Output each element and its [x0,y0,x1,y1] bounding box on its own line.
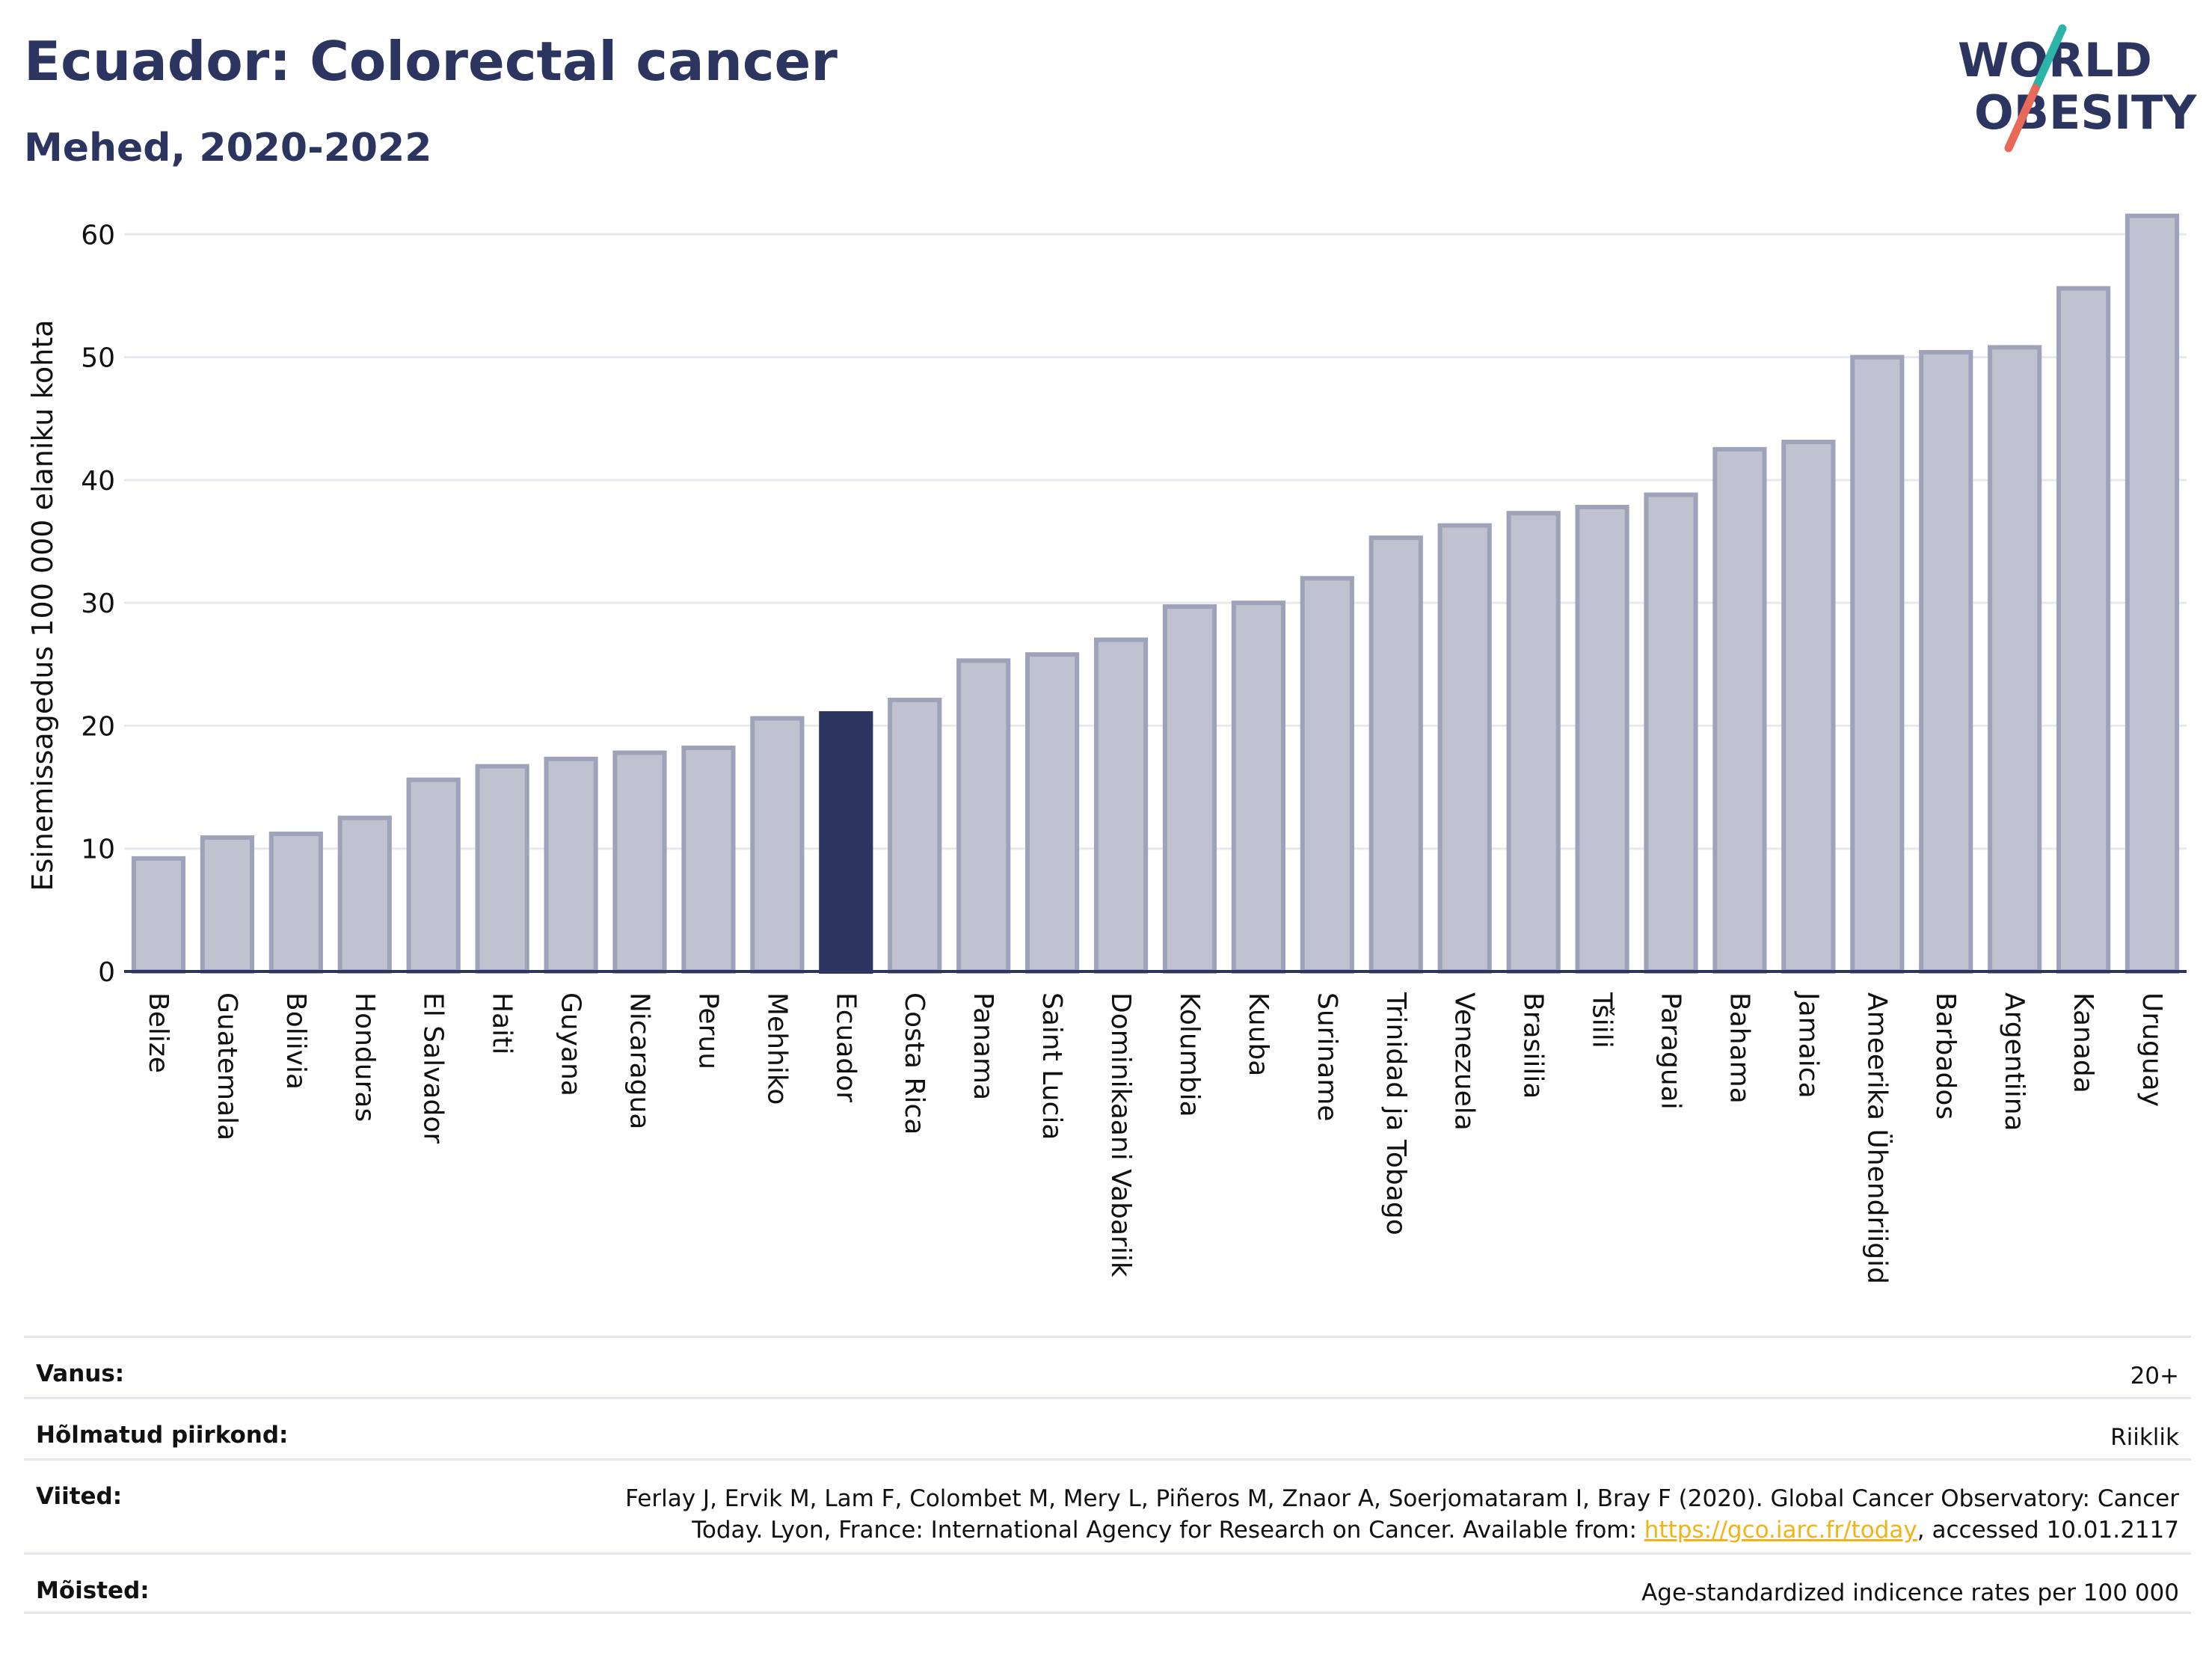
x-tick-label: Uruguay [2136,992,2167,1107]
bar-boliivia [268,832,323,974]
y-tick-label: 10 [81,835,115,865]
meta-row-age: Vanus: 20+ [24,1336,2191,1397]
meta-value-age: 20+ [2130,1363,2179,1390]
bar-nicaragua [612,750,667,974]
meta-label-definitions: Mõisted: [36,1577,150,1604]
chart-subtitle: Mehed, 2020-2022 [24,126,432,171]
y-tick-label: 30 [81,589,115,619]
bar-kanada [2056,286,2111,974]
x-tick-label: Dominikaani Vabariik [1105,992,1136,1277]
x-tick-label: Argentiina [1999,992,2030,1132]
meta-row-definitions: Mõisted: Age-standardized indicence rate… [24,1553,2191,1614]
bar-panama [956,658,1011,974]
y-tick-label: 50 [81,343,115,374]
x-tick-label: Guyana [556,992,586,1096]
x-tick-label: Tšiili [1587,992,1617,1048]
bar-suriname [1300,576,1354,974]
y-tick-label: 60 [81,220,115,251]
bar-bahama [1712,446,1767,974]
x-tick-label: Panama [968,992,998,1100]
meta-label-coverage: Hõlmatud piirkond: [36,1422,289,1449]
bar-argentiina [1988,345,2042,974]
meta-row-references: Viited: Ferlay J, Ervik M, Lam F, Colomb… [24,1458,2191,1553]
x-tick-label: Paraguai [1656,992,1686,1110]
x-tick-label: Boliivia [280,992,311,1090]
x-tick-label: Mehhiko [761,992,792,1105]
chart-title: Ecuador: Colorectal cancer [24,30,838,93]
metadata-table: Vanus: 20+ Hõlmatud piirkond: Riiklik Vi… [24,1336,2191,1614]
bar-kuuba [1231,601,1285,974]
logo-slash-coral [2004,84,2040,153]
x-tick-label: Suriname [1312,992,1342,1122]
bar-peruu [681,746,736,974]
reference-line-1: Ferlay J, Ervik M, Lam F, Colombet M, Me… [625,1485,2179,1512]
bar-paraguai [1644,492,1698,974]
meta-value-references: Ferlay J, Ervik M, Lam F, Colombet M, Me… [625,1483,2191,1546]
x-tick-label: Saint Lucia [1036,992,1067,1140]
bar-honduras [337,815,392,974]
x-tick-label: Kolumbia [1174,992,1205,1117]
bar-guyana [544,756,598,974]
x-tick-label: Guatemala [212,992,242,1140]
x-tick-label: Honduras [349,992,380,1122]
bar-haiti [475,764,529,974]
meta-row-coverage: Hõlmatud piirkond: Riiklik [24,1397,2191,1458]
y-axis-title: Esinemissagedus 100 000 elaniku kohta [26,319,59,891]
reference-link[interactable]: https://gco.iarc.fr/today [1644,1517,1917,1544]
logo-slash-teal [2031,24,2067,93]
reference-line-2-end: , accessed 10.01.2117 [1917,1517,2179,1544]
x-tick-label: Nicaragua [624,992,655,1129]
y-tick-label: 0 [98,957,115,988]
x-tick-label: Peruu [692,992,723,1069]
bar-dominikaani-vabariik [1093,637,1149,974]
x-tick-label: Kanada [2068,992,2098,1093]
bar-guatemala [200,835,254,974]
bar-saint-lucia [1025,652,1080,974]
x-tick-label: Barbados [1930,992,1961,1120]
x-tick-label: Venezuela [1449,992,1480,1131]
x-tick-label: Haiti [487,992,517,1054]
reference-line-2-start: Today. Lyon, France: International Agenc… [692,1517,1644,1544]
bar-venezuela [1437,523,1492,974]
bar-tšiili [1575,505,1629,974]
y-tick-label: 40 [81,466,115,497]
bar-barbados [1919,350,1973,974]
bar-belize [131,856,186,974]
bar-trinidad-ja-tobago [1368,535,1423,974]
bar-brasiilia [1506,511,1561,974]
logo-text-obesity: OBESITY [1974,85,2197,140]
x-tick-label: Bahama [1724,992,1754,1104]
x-tick-label: Belize [143,992,173,1073]
meta-label-references: Viited: [36,1483,123,1510]
bar-ecuador [819,711,873,974]
meta-value-definitions: Age-standardized indicence rates per 100… [1641,1579,2179,1606]
bar-chart: 0 10 20 30 40 50 60 Esinemissagedus 100 000 ela… [26,213,2187,1284]
x-tick-label: Ameerika Ühendriigid [1861,992,1893,1284]
meta-label-age: Vanus: [36,1360,125,1387]
bar-ameerika-ühendriigid [1850,354,1905,974]
bar-mehhiko [750,716,805,974]
y-tick-label: 20 [81,711,115,742]
x-tick-label: Trinidad ja Tobago [1380,992,1411,1235]
bar-kolumbia [1162,604,1217,974]
x-tick-label: Jamaica [1792,991,1823,1099]
world-obesity-logo: WORLD OBESITY [1958,24,2197,153]
bar-costa-rica [888,697,942,974]
meta-value-coverage: Riiklik [2110,1424,2179,1451]
bar-jamaica [1781,439,1836,974]
bar-el-salvador [406,777,461,974]
x-tick-label: El Salvador [418,992,449,1143]
x-tick-label: Costa Rica [899,992,930,1134]
bar-uruguay [2125,213,2180,974]
x-tick-label: Brasiilia [1518,992,1549,1099]
x-tick-label: Ecuador [830,992,861,1102]
x-tick-label: Kuuba [1243,992,1274,1076]
